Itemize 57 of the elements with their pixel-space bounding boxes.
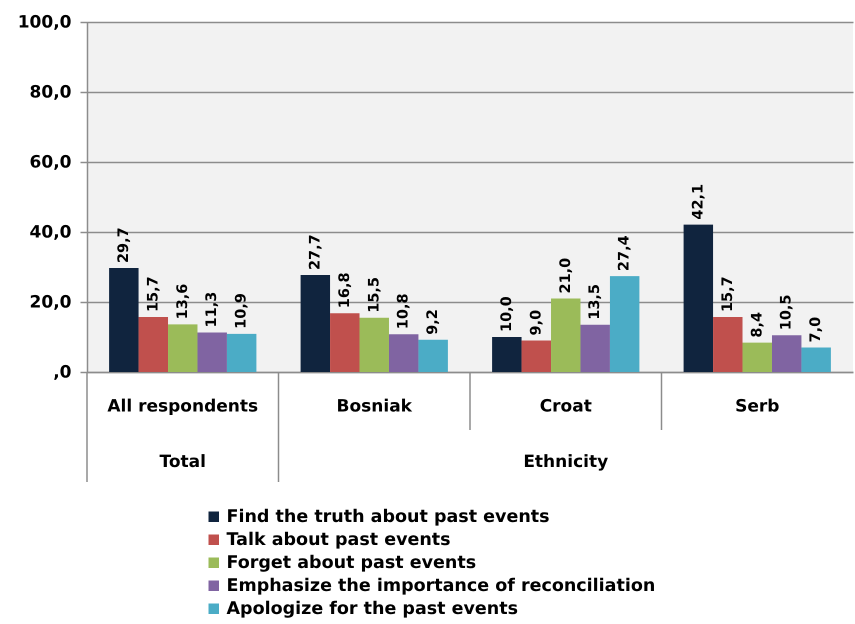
y-tick-label: 80,0 — [30, 82, 72, 102]
bar — [418, 340, 448, 372]
text: Ethnicity — [523, 452, 608, 472]
bar — [772, 335, 802, 372]
y-tick-label: 40,0 — [30, 222, 72, 242]
legend-label: Emphasize the importance of reconciliation — [226, 576, 656, 596]
y-tick-label: 100,0 — [18, 12, 72, 32]
legend-label: Forget about past events — [226, 552, 476, 573]
y-tick-label: 60,0 — [30, 152, 72, 172]
legend-label: Talk about past events — [226, 530, 451, 550]
x-tick-label: Croat — [540, 396, 592, 416]
bar — [580, 324, 610, 372]
data-label: 27,4 — [616, 235, 633, 272]
bar — [492, 337, 522, 372]
data-label: 13,5 — [587, 284, 604, 320]
data-label: 10,0 — [498, 296, 515, 332]
data-label: 10,8 — [396, 293, 412, 330]
legend-label: Apologize for the past events — [226, 598, 518, 619]
bar — [138, 317, 168, 372]
bar — [551, 298, 580, 372]
x-tick-label: Serb — [735, 396, 780, 416]
bar — [801, 348, 831, 372]
data-label: 7,0 — [808, 316, 824, 342]
bar — [109, 268, 139, 372]
y-tick-label: ,0 — [53, 362, 72, 382]
data-label: 15,5 — [366, 276, 382, 313]
bar — [742, 342, 772, 372]
bar — [168, 324, 198, 372]
x-tick-label: All respondents — [107, 396, 258, 416]
y-tick-label: 20,0 — [30, 292, 72, 312]
bar — [197, 332, 227, 372]
bar — [330, 313, 360, 372]
data-label: 27,7 — [307, 234, 324, 270]
bar — [713, 317, 743, 372]
bar — [226, 334, 256, 372]
data-label: 13,6 — [174, 284, 191, 320]
bar — [388, 334, 418, 372]
data-label: 11,3 — [204, 292, 220, 328]
data-label: 15,7 — [145, 276, 162, 312]
data-label: 8,4 — [749, 312, 766, 338]
data-label: 10,5 — [778, 294, 795, 330]
data-label: 29,7 — [116, 227, 132, 264]
legend-label: Find the truth about past events — [226, 506, 550, 527]
bar — [300, 275, 330, 372]
text: Total — [160, 452, 206, 472]
x-tick-label: Bosniak — [336, 396, 413, 416]
data-label: 15,7 — [720, 276, 736, 312]
data-label: 9,2 — [425, 309, 442, 335]
data-label: 21,0 — [558, 258, 574, 294]
data-label: 9,0 — [528, 310, 544, 336]
bar — [360, 318, 389, 372]
data-label: 16,8 — [336, 272, 353, 308]
bar — [610, 276, 640, 372]
data-label: 42,1 — [690, 184, 706, 220]
bar — [522, 340, 552, 372]
data-label: 10,9 — [234, 293, 250, 329]
bar — [684, 224, 714, 372]
